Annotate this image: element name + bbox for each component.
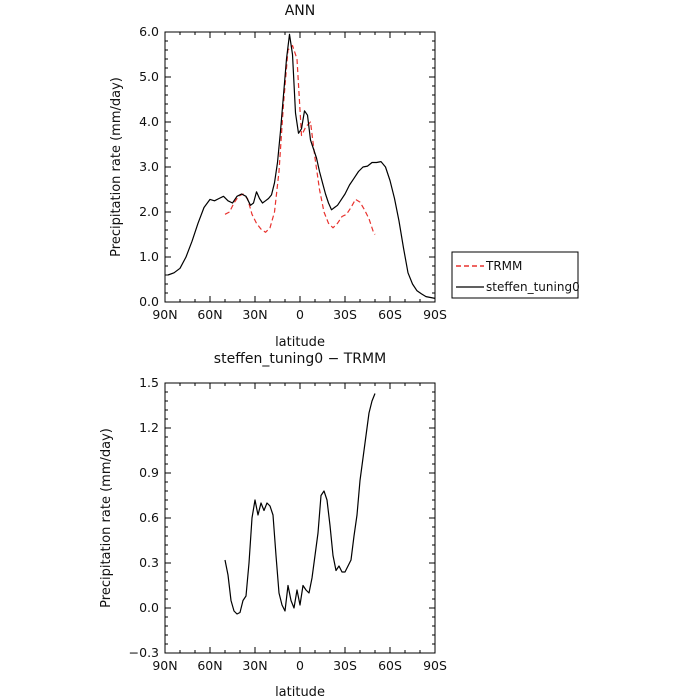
top-series-line-trmm <box>224 44 376 235</box>
top-x-tick-label: 60N <box>197 307 222 322</box>
top-y-tick-label: 0.0 <box>139 294 159 309</box>
top-y-tick-label: 6.0 <box>139 24 159 39</box>
top-y-tick-label: 4.0 <box>139 114 159 129</box>
top-panel: ANN 90N 60N 30N 0 30S 60S 90S 0.0 1.0 2.0 3.0 4.0 5.… <box>109 3 447 350</box>
bottom-y-tick-label: −0.3 <box>129 645 159 660</box>
bottom-y-tick-label: 1.2 <box>139 420 159 435</box>
top-plot-frame <box>164 31 436 303</box>
top-x-tick-label: 60S <box>378 307 402 322</box>
top-y-tick-label: 5.0 <box>139 69 159 84</box>
top-y-tick-label: 2.0 <box>139 204 159 219</box>
legend-label-trmm: TRMM <box>485 259 522 273</box>
bottom-y-tick-label: 0.3 <box>139 555 159 570</box>
bottom-x-tick-label: 30N <box>242 658 267 673</box>
bottom-x-tick-label: 90N <box>152 658 177 673</box>
bottom-x-tick-label: 60N <box>197 658 222 673</box>
top-y-axis-label: Precipitation rate (mm/day) <box>109 77 124 257</box>
top-chart-title: ANN <box>285 3 316 19</box>
top-axis-ticks: 90N 60N 30N 0 30S 60S 90S 0.0 1.0 2.0 3.0 4.0 5.0 6.0 <box>139 24 447 322</box>
top-y-tick-label: 1.0 <box>139 249 159 264</box>
top-x-tick-label: 90N <box>152 307 177 322</box>
top-series-line-steffen-tuning0 <box>167 33 436 299</box>
bottom-y-tick-label: 0.6 <box>139 510 159 525</box>
bottom-series-line-series-0 <box>224 393 376 615</box>
top-x-tick-label: 30S <box>333 307 357 322</box>
top-x-tick-label: 30N <box>242 307 267 322</box>
bottom-y-axis-label: Precipitation rate (mm/day) <box>99 428 114 608</box>
bottom-chart-title: steffen_tuning0 − TRMM <box>214 351 386 367</box>
legend-box <box>451 251 579 299</box>
top-y-tick-label: 3.0 <box>139 159 159 174</box>
top-x-tick-label: 0 <box>296 307 304 322</box>
bottom-x-tick-label: 30S <box>333 658 357 673</box>
bottom-x-axis-label: latitude <box>275 685 325 700</box>
bottom-x-tick-label: 60S <box>378 658 402 673</box>
bottom-y-tick-label: 0.9 <box>139 465 159 480</box>
bottom-x-tick-label: 90S <box>423 658 447 673</box>
bottom-axis-ticks: 90N 60N 30N 0 30S 60S 90S −0.3 0.0 0.3 0.6 0.9 1.2 1.… <box>129 375 447 673</box>
bottom-plot-frame <box>164 382 436 654</box>
bottom-y-tick-label: 1.5 <box>139 375 159 390</box>
legend: TRMM steffen_tuning0 <box>451 251 580 299</box>
top-plot-lines <box>167 33 436 299</box>
top-x-tick-label: 90S <box>423 307 447 322</box>
bottom-x-tick-label: 0 <box>296 658 304 673</box>
bottom-plot-lines <box>224 393 376 615</box>
legend-label-steffen: steffen_tuning0 <box>486 280 580 294</box>
bottom-panel: steffen_tuning0 − TRMM 90N 60N 30N 0 30S 60S 9… <box>99 351 447 700</box>
top-x-axis-label: latitude <box>275 335 325 350</box>
bottom-y-tick-label: 0.0 <box>139 600 159 615</box>
